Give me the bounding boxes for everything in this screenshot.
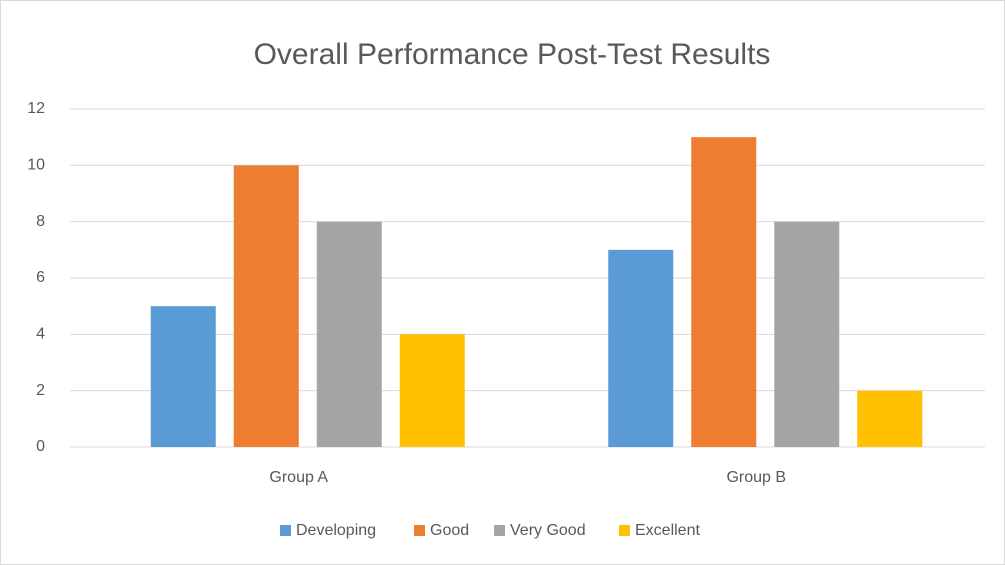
bar: [399, 334, 465, 447]
y-tick-label: 10: [27, 157, 45, 174]
legend-label: Very Good: [510, 522, 586, 539]
bar: [608, 249, 674, 447]
bar: [691, 137, 757, 447]
legend-label: Developing: [296, 522, 376, 539]
bar: [857, 390, 923, 447]
bar: [233, 165, 299, 448]
chart-title: Overall Performance Post-Test Results: [254, 38, 771, 71]
bar: [150, 306, 216, 447]
y-tick-label: 12: [27, 100, 45, 117]
y-tick-label: 0: [36, 438, 45, 455]
bar: [316, 221, 382, 447]
legend-swatch: [494, 525, 505, 536]
y-tick-label: 2: [36, 382, 45, 399]
x-tick-label: Group A: [269, 469, 328, 486]
legend-swatch: [619, 525, 630, 536]
y-tick-label: 4: [36, 326, 45, 343]
legend-swatch: [414, 525, 425, 536]
legend-label: Excellent: [635, 522, 700, 539]
bar: [774, 221, 840, 447]
y-tick-label: 8: [36, 213, 45, 230]
legend-label: Good: [430, 522, 469, 539]
y-tick-label: 6: [36, 269, 45, 286]
x-tick-label: Group B: [726, 469, 786, 486]
legend-swatch: [280, 525, 291, 536]
